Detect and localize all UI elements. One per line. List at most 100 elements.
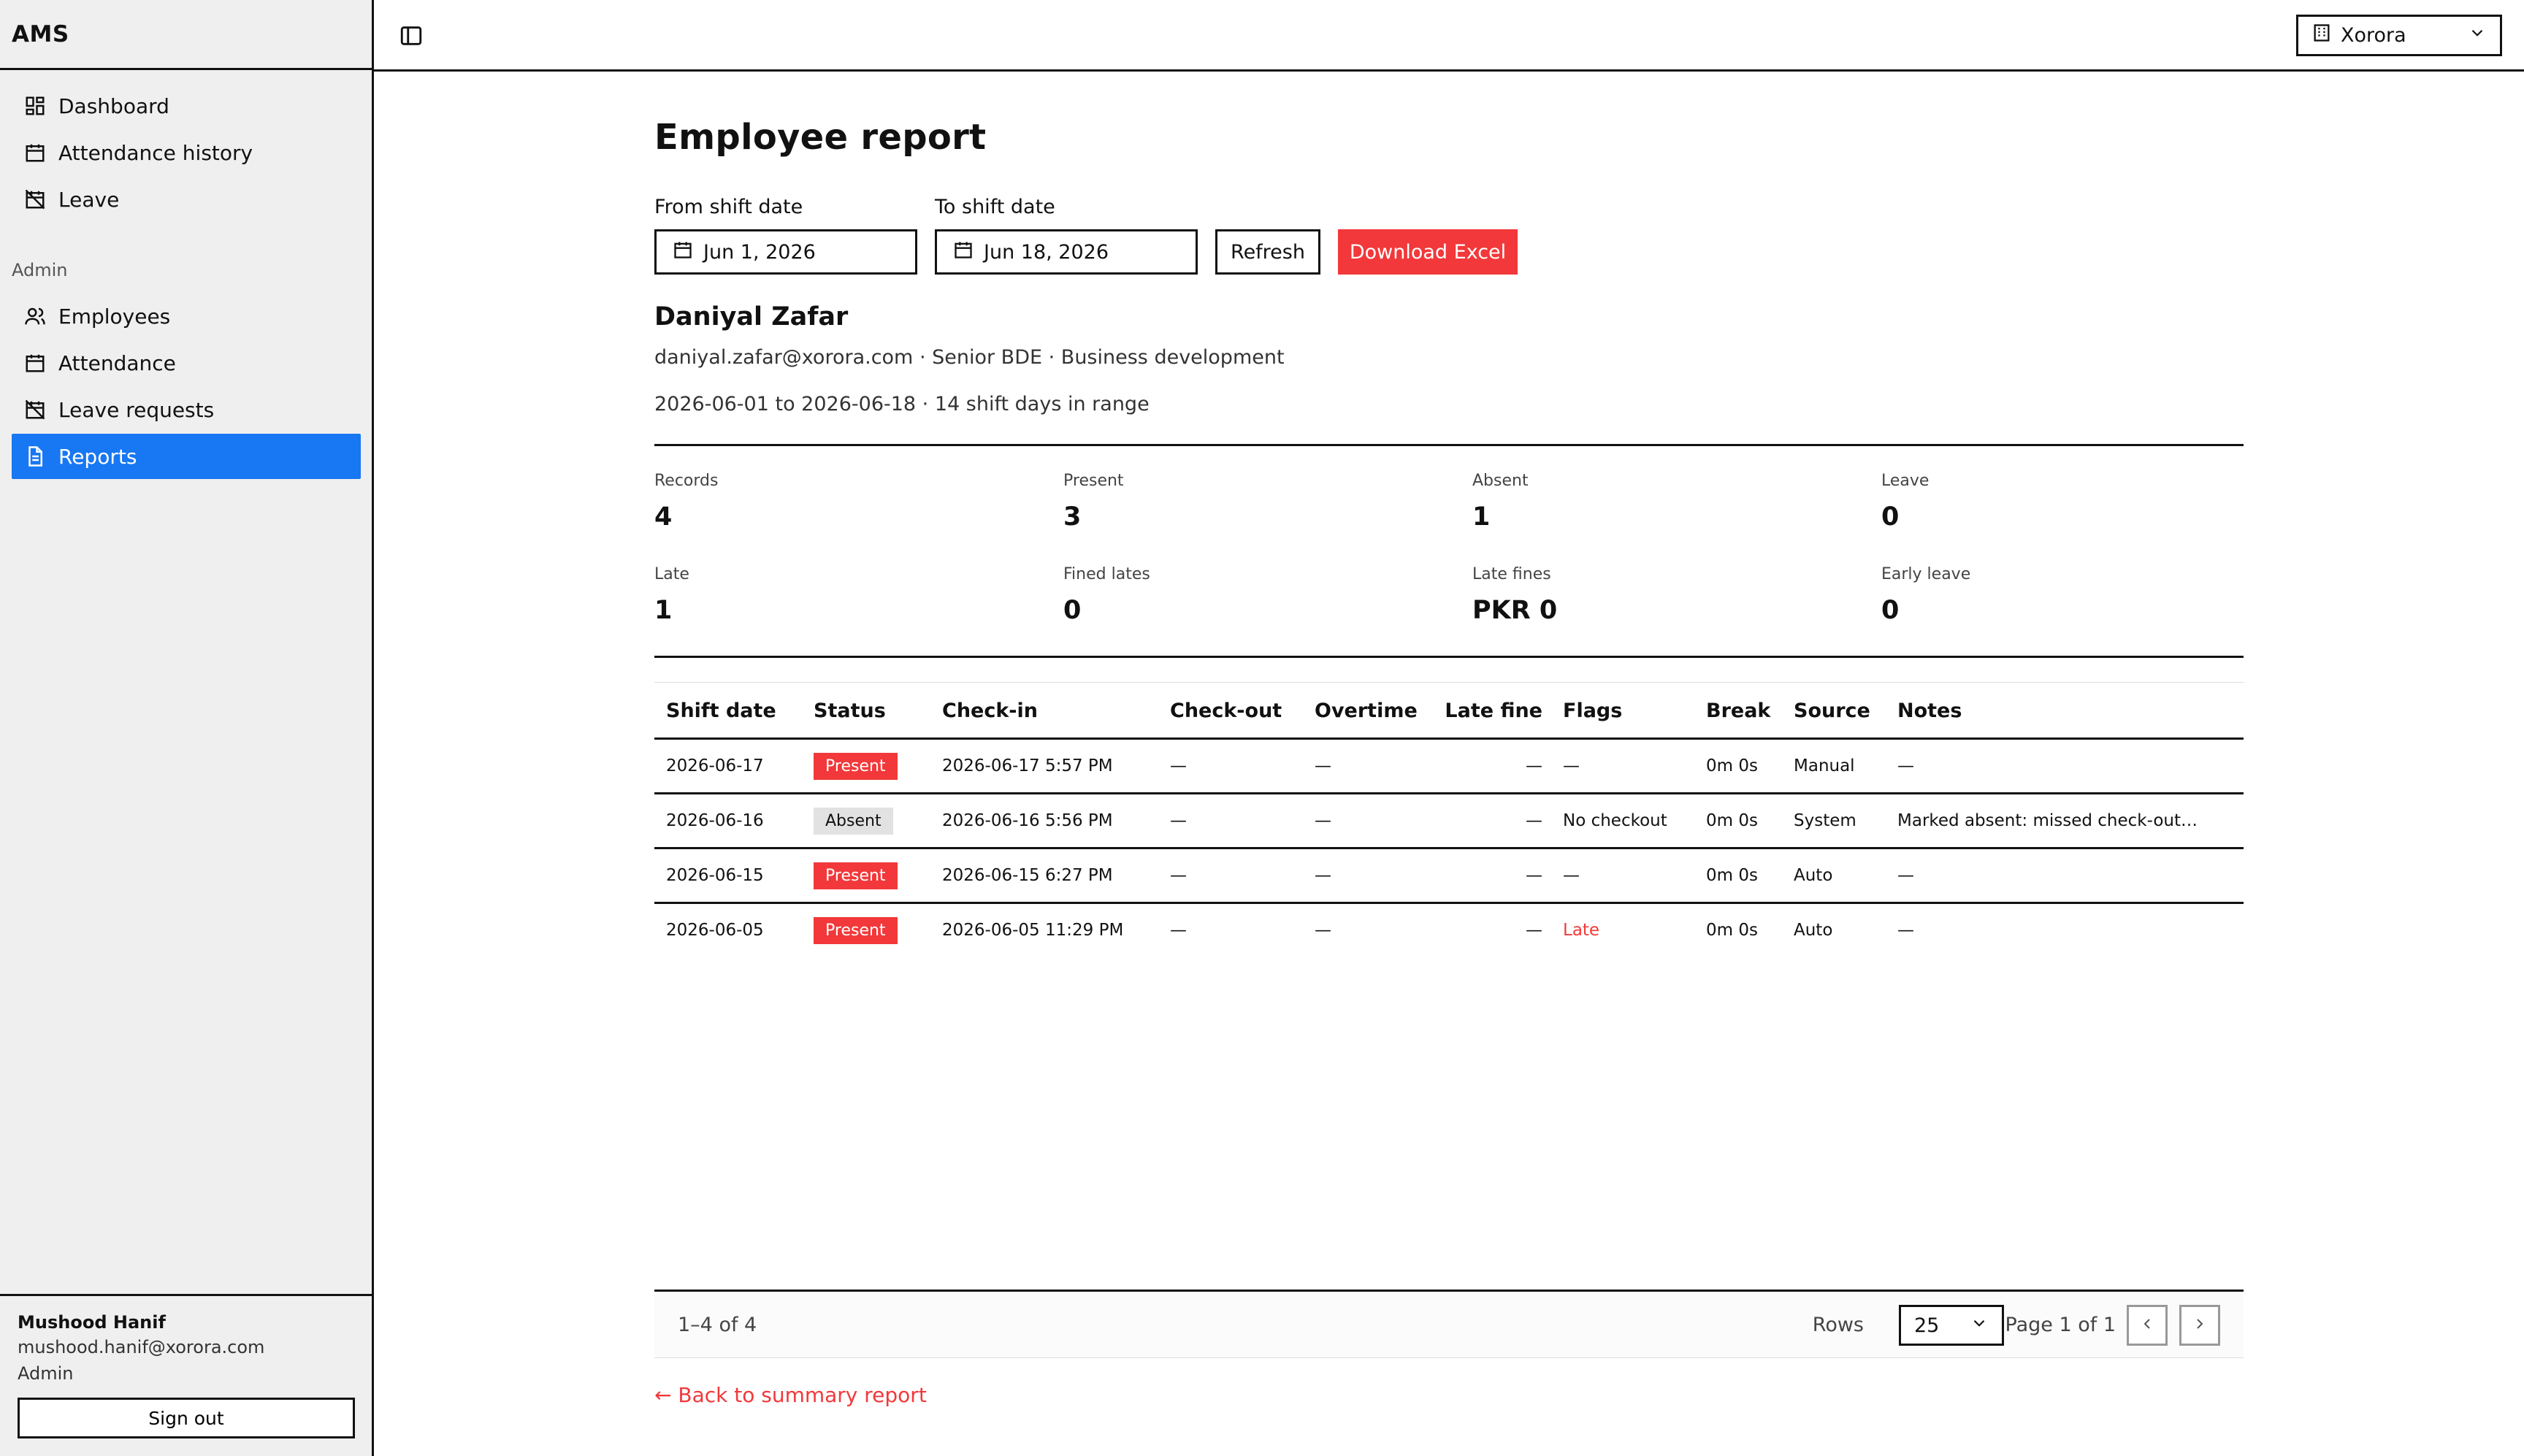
- nav-item-dashboard[interactable]: Dashboard: [12, 83, 361, 129]
- cell-source: System: [1794, 811, 1856, 830]
- col-notes[interactable]: Notes: [1897, 699, 1962, 722]
- col-late-fine[interactable]: Late fine: [1445, 699, 1542, 722]
- col-check-in[interactable]: Check-in: [942, 699, 1038, 722]
- stat-late-label: Late: [654, 565, 689, 583]
- chevron-down-icon: [1970, 1314, 1989, 1338]
- table-row[interactable]: 2026-06-15 Present 2026-06-15 6:27 PM — …: [654, 849, 2244, 904]
- nav-label: Leave: [58, 187, 120, 212]
- chevron-left-icon: [2138, 1315, 2156, 1336]
- chevron-right-icon: [2191, 1315, 2208, 1336]
- col-source[interactable]: Source: [1794, 699, 1870, 722]
- employee-name: Daniyal Zafar: [654, 302, 849, 332]
- dashboard-icon: [23, 94, 47, 118]
- nav-label: Reports: [58, 444, 137, 469]
- status-badge: Absent: [814, 807, 893, 835]
- table-row[interactable]: 2026-06-16 Absent 2026-06-16 5:56 PM — —…: [654, 794, 2244, 849]
- cell-shift-date: 2026-06-16: [666, 811, 764, 830]
- nav-item-reports[interactable]: Reports: [12, 434, 361, 479]
- stat-present-label: Present: [1063, 472, 1124, 490]
- calendar-off-icon: [23, 398, 47, 421]
- stat-leave-label: Leave: [1881, 472, 1930, 490]
- cell-shift-date: 2026-06-17: [666, 756, 764, 775]
- chevron-down-icon: [2468, 23, 2487, 47]
- col-status[interactable]: Status: [814, 699, 886, 722]
- nav-item-leave[interactable]: Leave: [12, 177, 361, 222]
- to-date-label: To shift date: [935, 196, 1055, 218]
- to-date-field[interactable]: Jun 18, 2026: [935, 229, 1198, 275]
- from-date-label: From shift date: [654, 196, 803, 218]
- col-overtime[interactable]: Overtime: [1315, 699, 1418, 722]
- cell-flags: No checkout: [1563, 811, 1667, 830]
- nav-label: Leave requests: [58, 397, 215, 422]
- back-to-summary-link[interactable]: ← Back to summary report: [654, 1383, 927, 1407]
- cell-overtime: —: [1315, 811, 1331, 830]
- cell-shift-date: 2026-06-15: [666, 866, 764, 885]
- employee-meta: daniyal.zafar@xorora.com · Senior BDE · …: [654, 346, 1285, 369]
- nav-item-employees[interactable]: Employees: [12, 294, 361, 339]
- stat-records-label: Records: [654, 472, 719, 490]
- cell-late-fine: —: [1526, 866, 1542, 885]
- cell-flags: —: [1563, 866, 1580, 885]
- cell-break: 0m 0s: [1706, 811, 1758, 830]
- status-badge: Present: [814, 916, 898, 944]
- nav-item-leave-requests[interactable]: Leave requests: [12, 387, 361, 432]
- status-badge: Present: [814, 862, 898, 889]
- rows-label: Rows: [1812, 1314, 1864, 1336]
- cell-check-in: 2026-06-15 6:27 PM: [942, 866, 1113, 885]
- calendar-icon: [953, 240, 974, 265]
- sign-out-button[interactable]: Sign out: [18, 1398, 355, 1438]
- col-break[interactable]: Break: [1706, 699, 1771, 722]
- col-flags[interactable]: Flags: [1563, 699, 1623, 722]
- from-date-field[interactable]: Jun 1, 2026: [654, 229, 917, 275]
- divider: [654, 444, 2244, 446]
- col-shift-date[interactable]: Shift date: [666, 699, 776, 722]
- cell-late-fine: —: [1526, 921, 1542, 940]
- org-selector[interactable]: Xorora: [2296, 15, 2502, 56]
- admin-section-label: Admin: [12, 260, 68, 280]
- nav-item-attendance-history[interactable]: Attendance history: [12, 130, 361, 175]
- user-role: Admin: [18, 1363, 74, 1384]
- cell-break: 0m 0s: [1706, 866, 1758, 885]
- nav-label: Attendance: [58, 350, 176, 375]
- stat-early-leave-value: 0: [1881, 596, 1900, 625]
- status-badge: Present: [814, 752, 898, 780]
- cell-notes: —: [1897, 866, 1914, 885]
- cell-overtime: —: [1315, 866, 1331, 885]
- stat-late-fines-label: Late fines: [1472, 565, 1551, 583]
- cell-break: 0m 0s: [1706, 756, 1758, 775]
- calendar-icon: [23, 141, 47, 164]
- nav-label: Dashboard: [58, 93, 169, 118]
- user-email: mushood.hanif@xorora.com: [18, 1337, 265, 1357]
- cell-check-in: 2026-06-05 11:29 PM: [942, 921, 1124, 940]
- cell-check-in: 2026-06-17 5:57 PM: [942, 756, 1113, 775]
- table-pagination: 1–4 of 4 Rows 25 Page 1 of 1: [654, 1290, 2244, 1358]
- cell-check-out: —: [1170, 756, 1187, 775]
- sidebar: AMS Dashboard Attendance history Leave A…: [0, 0, 374, 1456]
- page-title: Employee report: [654, 117, 987, 158]
- cell-notes: —: [1897, 756, 1914, 775]
- table-row[interactable]: 2026-06-05 Present 2026-06-05 11:29 PM —…: [654, 904, 2244, 959]
- stat-fined-lates-value: 0: [1063, 596, 1082, 625]
- table-row[interactable]: 2026-06-17 Present 2026-06-17 5:57 PM — …: [654, 740, 2244, 794]
- cell-notes: —: [1897, 921, 1914, 940]
- to-date-value: Jun 18, 2026: [984, 240, 1109, 264]
- rows-per-page-value: 25: [1914, 1314, 1940, 1337]
- cell-source: Auto: [1794, 921, 1833, 940]
- cell-check-out: —: [1170, 866, 1187, 885]
- next-page-button[interactable]: [2179, 1305, 2220, 1346]
- refresh-button[interactable]: Refresh: [1215, 229, 1320, 275]
- nav-item-attendance[interactable]: Attendance: [12, 340, 361, 386]
- prev-page-button[interactable]: [2127, 1305, 2168, 1346]
- download-excel-button[interactable]: Download Excel: [1338, 229, 1518, 275]
- rows-per-page-select[interactable]: 25: [1899, 1305, 2004, 1346]
- nav-label: Employees: [58, 304, 171, 329]
- cell-flags: —: [1563, 756, 1580, 775]
- divider: [654, 656, 2244, 658]
- page-indicator: Page 1 of 1: [2005, 1314, 2116, 1336]
- nav-label: Attendance history: [58, 140, 253, 165]
- from-date-value: Jun 1, 2026: [703, 240, 816, 264]
- stat-fined-lates-label: Fined lates: [1063, 565, 1150, 583]
- sidebar-toggle-icon[interactable]: [399, 23, 424, 48]
- cell-overtime: —: [1315, 921, 1331, 940]
- col-check-out[interactable]: Check-out: [1170, 699, 1282, 722]
